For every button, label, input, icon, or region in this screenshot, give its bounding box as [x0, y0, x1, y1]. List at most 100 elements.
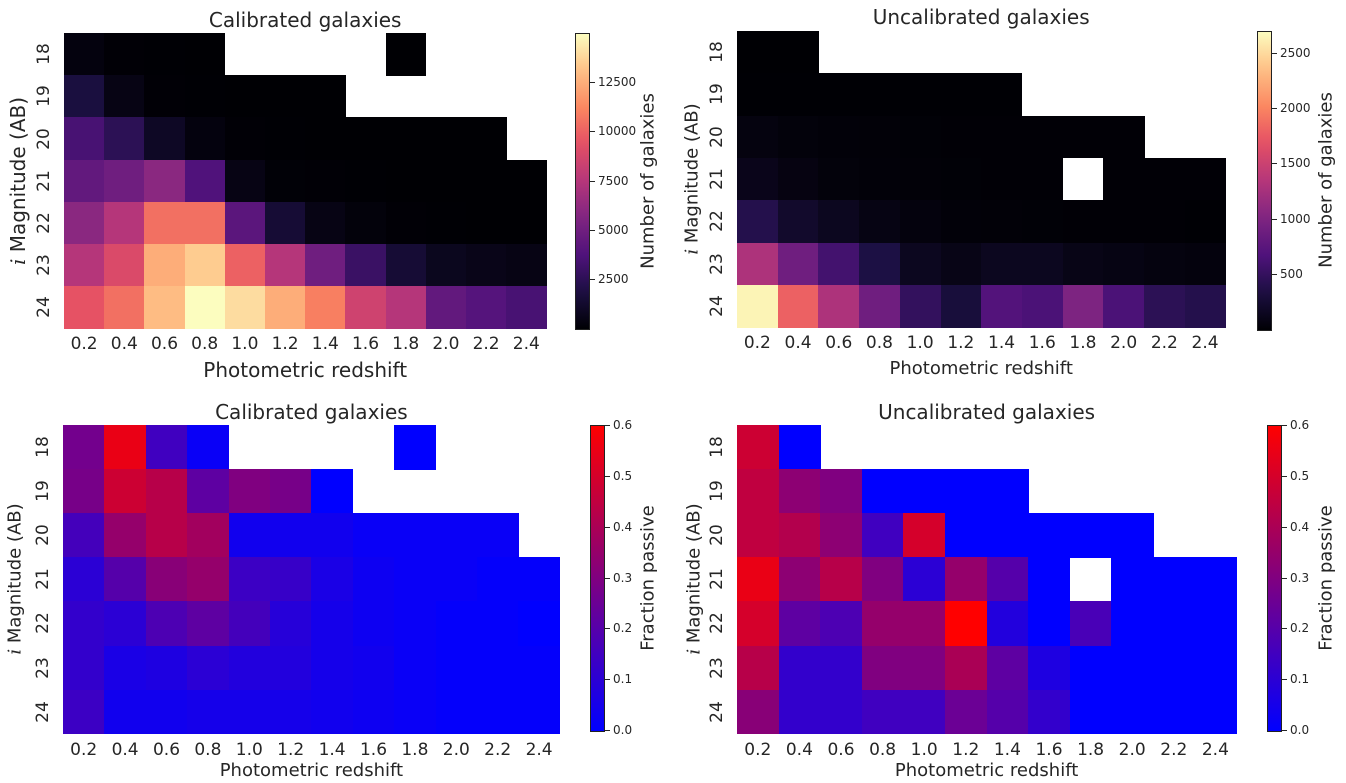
heatmap-cell: [63, 645, 105, 691]
colorbar-tick-label: 0.6: [613, 418, 633, 432]
heatmap-cell: [352, 557, 395, 602]
y-tick-label: 22: [707, 210, 727, 233]
heatmap-cell: [144, 75, 186, 118]
x-tick-label: 2.2: [472, 334, 500, 355]
y-axis-label: i Magnitude (AB): [5, 504, 26, 655]
heatmap-cell: [466, 159, 507, 203]
heatmap-cell: [737, 31, 779, 74]
heatmap-cell: [859, 200, 901, 244]
heatmap-cell: [425, 286, 467, 329]
colorbar-tick-mark: [1282, 628, 1287, 630]
heatmap-cell: [861, 557, 904, 602]
heatmap-cell: [945, 513, 988, 558]
heatmap-cell: [477, 689, 519, 735]
heatmap-cell: [1062, 242, 1104, 286]
heatmap-cell: [737, 242, 779, 286]
heatmap-cell: [859, 73, 901, 117]
colorbar-tick-label: 1000: [1280, 211, 1311, 226]
heatmap-cell: [737, 645, 780, 691]
x-tick-label: 2.2: [484, 739, 512, 760]
heatmap-cell: [737, 200, 779, 244]
y-tick-label: 24: [33, 700, 53, 723]
heatmap-cell: [986, 557, 1029, 602]
heatmap-cell: [466, 244, 507, 287]
heatmap-cell: [385, 201, 427, 245]
heatmap-cell: [981, 73, 1023, 117]
heatmap-cell: [1028, 689, 1071, 735]
heatmap-cell: [981, 284, 1023, 328]
heatmap-cell: [518, 689, 561, 735]
colorbar-tick-mark: [1282, 577, 1287, 579]
colorbar-tick-label: 5000: [598, 222, 629, 237]
heatmap-cell: [104, 689, 147, 735]
colorbar-label: Number of galaxies: [637, 92, 659, 269]
heatmap-cell: [1103, 157, 1145, 201]
heatmap-cell: [352, 601, 395, 647]
heatmap-cell: [1144, 157, 1186, 201]
heatmap-cell: [1144, 284, 1186, 328]
y-axis-label: i Magnitude (AB): [682, 103, 703, 254]
heatmap-cell: [104, 557, 147, 602]
heatmap-cell: [899, 284, 942, 328]
heatmap-cell: [986, 513, 1029, 558]
heatmap-cell: [940, 73, 982, 117]
heatmap-cell: [820, 601, 863, 647]
chart-title: Calibrated galaxies: [208, 8, 402, 32]
heatmap-cell: [820, 645, 863, 691]
x-tick-label: 1.2: [277, 739, 305, 760]
heatmap-cell: [145, 469, 188, 514]
x-tick-label: 1.6: [1035, 739, 1063, 760]
x-tick-label: 1.2: [271, 334, 299, 355]
heatmap-cell: [224, 117, 266, 161]
heatmap-cell: [1111, 557, 1154, 602]
heatmap-cell: [352, 689, 395, 735]
heatmap-cell: [466, 286, 507, 329]
heatmap-cell: [187, 513, 230, 558]
colorbar: [1267, 425, 1282, 732]
y-tick-label: 24: [707, 700, 727, 723]
heatmap-cell: [345, 201, 387, 245]
chart-title: Uncalibrated galaxies: [878, 400, 1096, 424]
heatmap-cell: [311, 557, 354, 602]
y-tick-label: 20: [707, 524, 727, 547]
heatmap-cell: [104, 469, 147, 514]
heatmap-cell: [144, 244, 186, 287]
heatmap-cell: [64, 75, 105, 118]
heatmap-cell: [224, 75, 266, 118]
heatmap-cell: [899, 73, 942, 117]
colorbar-tick-mark: [605, 526, 610, 528]
heatmap-cell: [1194, 689, 1237, 735]
heatmap-cell: [144, 201, 186, 245]
colorbar-tick-mark: [605, 425, 610, 426]
colorbar-tick-mark: [590, 229, 595, 231]
heatmap-cell: [1194, 645, 1237, 691]
heatmap-cell: [737, 513, 780, 558]
heatmap-cell: [270, 557, 312, 602]
heatmap-cell: [1153, 645, 1196, 691]
heatmap-cell: [986, 645, 1029, 691]
x-tick-label: 2.0: [1110, 333, 1138, 354]
y-tick-label: 23: [707, 656, 727, 679]
y-tick-label: 18: [707, 41, 727, 63]
y-tick-label: 24: [34, 296, 54, 319]
heatmap-cell: [228, 601, 271, 647]
colorbar: [575, 33, 590, 330]
heatmap-cell: [394, 557, 437, 602]
y-tick-label: 18: [34, 43, 54, 65]
colorbar-tick-label: 0.4: [613, 519, 633, 534]
heatmap-cell: [1028, 645, 1071, 691]
heatmap-cell: [1021, 115, 1064, 159]
x-tick-label: 1.4: [318, 739, 346, 760]
x-tick-label: 1.0: [906, 333, 934, 354]
heatmap-cell: [1111, 601, 1154, 647]
heatmap-cell: [63, 513, 105, 558]
heatmap-cell: [777, 242, 819, 286]
heatmap-cell: [64, 201, 105, 245]
heatmap-cell: [518, 601, 561, 647]
heatmap-cell: [1144, 242, 1186, 286]
x-axis-label: Photometric redshift: [219, 760, 404, 781]
x-tick-label: 0.2: [744, 739, 772, 760]
heatmap-cell: [270, 469, 312, 514]
colorbar-tick-label: 0.2: [613, 621, 633, 636]
heatmap-cell: [144, 286, 186, 329]
